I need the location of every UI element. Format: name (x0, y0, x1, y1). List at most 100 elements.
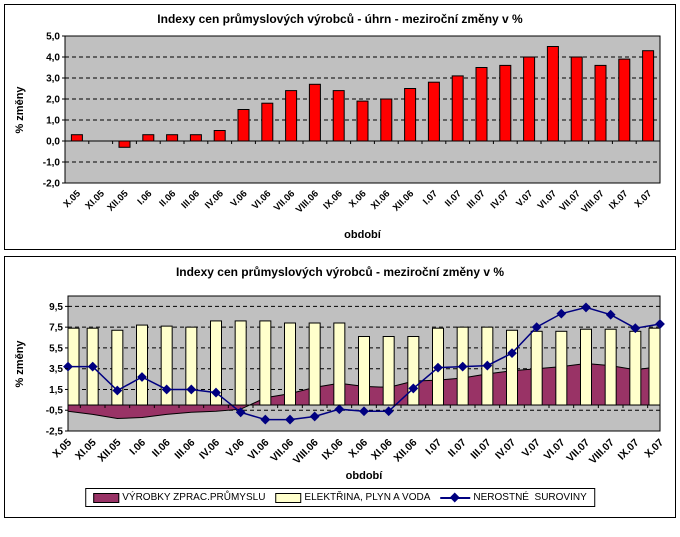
top-chart-title: Indexy cen průmyslových výrobců - úhrn -… (157, 12, 523, 26)
x-tick-label: VIII.06 (291, 437, 321, 467)
data-point-marker (161, 384, 172, 395)
data-point-marker (531, 322, 542, 333)
bar (407, 336, 420, 406)
bar (380, 98, 393, 142)
bottom-chart-title: Indexy cen průmyslových výrobců - meziro… (175, 265, 505, 279)
x-tick-label: VII.07 (557, 188, 582, 213)
y-axis: 5,0 4,0 3,0 2,0 1,0 0,0 -1,0 -2,0 (43, 32, 65, 190)
bar (166, 134, 179, 142)
legend-item-line: NEROSTNÉ SUROVINY (440, 492, 587, 503)
legend: VÝROBKY ZPRAC.PRŮMYSLU ELEKTŘINA, PLYN A… (85, 488, 595, 507)
y-tick-label: 3,5 (49, 364, 63, 375)
data-point-marker (285, 414, 295, 425)
bar (333, 322, 346, 406)
bar (70, 134, 83, 142)
bar-series-swatch (275, 492, 302, 503)
bar (555, 330, 568, 406)
bar (358, 336, 370, 406)
bar (499, 64, 512, 142)
y-tick-label: 5,0 (46, 32, 60, 43)
data-point-marker (87, 361, 98, 372)
x-tick-label: X.06 (346, 437, 370, 461)
data-point-marker (581, 302, 591, 313)
y-axis: 9,5 7,5 5,5 3,5 1,5 -0,5 -2,5 (46, 302, 68, 438)
data-point-marker (383, 406, 394, 417)
x-tick-label: XI.05 (73, 437, 99, 463)
y-tick-label: 2,0 (46, 95, 60, 106)
x-tick-label: I.06 (135, 188, 154, 207)
bar (546, 46, 559, 142)
bar (332, 90, 345, 142)
bar (234, 320, 247, 406)
y-tick-label: 3,0 (46, 74, 60, 85)
bar (642, 50, 655, 142)
data-point-marker (433, 362, 443, 373)
bar (604, 328, 617, 406)
y-tick-label: 1,5 (49, 385, 63, 396)
x-tick-label: VI.06 (250, 188, 273, 211)
x-tick-label: VI.07 (536, 188, 559, 211)
bar (629, 330, 642, 406)
bar (427, 81, 440, 142)
x-tick-label: VIII.07 (579, 188, 606, 215)
x-tick-label: VIII.07 (587, 437, 617, 467)
x-tick-label: XI.05 (83, 188, 107, 212)
data-point-marker (112, 385, 123, 396)
legend-item-bar: ELEKTŘINA, PLYN A VODA (275, 492, 430, 503)
bar (136, 324, 148, 406)
data-point-marker (309, 411, 320, 422)
x-tick-label: III.06 (172, 437, 197, 462)
bar (308, 322, 321, 406)
bar (475, 67, 488, 142)
bar (404, 88, 417, 142)
data-point-marker (630, 323, 641, 334)
data-point-marker (334, 404, 345, 415)
x-tick-label: II.06 (150, 437, 173, 460)
area-series-swatch (93, 492, 120, 503)
legend-label-bar: ELEKTŘINA, PLYN A VODA (304, 492, 431, 503)
x-tick-label: X.05 (61, 188, 83, 210)
bar (259, 320, 272, 406)
y-tick-label: 4,0 (46, 53, 60, 64)
data-point-marker (556, 308, 567, 319)
x-tick-label: V.06 (224, 437, 247, 460)
y-tick-label: -0,5 (46, 406, 64, 417)
bar (356, 100, 369, 142)
x-tick-label: VI.07 (542, 437, 568, 463)
data-point-marker (482, 360, 493, 371)
line-series (63, 302, 665, 425)
x-tick-label: XI.06 (369, 437, 395, 463)
bar (506, 329, 518, 406)
bar (451, 75, 464, 142)
bottom-chart-panel: 9,5 7,5 5,5 3,5 1,5 -0,5 -2,5 X.05 XI.05 XII.05 I.… (4, 256, 676, 518)
y-tick-label: 5,5 (49, 343, 63, 354)
bar (261, 102, 274, 142)
bar (189, 134, 202, 142)
bar (580, 328, 592, 406)
top-plot-svg: 5,04,03,02,01,00,0-1,0-2,0X.05 XI.05XII.0… (43, 32, 661, 216)
top-y-axis-title: % změny (14, 86, 26, 134)
data-point-marker (260, 414, 271, 425)
top-chart-panel: 5,0 4,0 3,0 2,0 1,0 0,0 -1,0 -2,0 X.05 XI.05 XII.0… (4, 4, 676, 250)
data-point-marker (655, 319, 665, 329)
x-tick-label: V.06 (229, 188, 250, 209)
data-point-marker (137, 372, 147, 382)
legend-label-area: VÝROBKY ZPRAC.PRŮMYSLU (122, 492, 266, 503)
data-point-marker (408, 383, 419, 394)
y-tick-label: -1,0 (43, 158, 61, 169)
x-tick-label: VIII.06 (294, 188, 321, 215)
x-tick-label: I.06 (127, 437, 148, 458)
category-ticks (64, 141, 661, 144)
x-tick-label: II.07 (446, 437, 469, 460)
x-tick-label: X.06 (347, 188, 369, 210)
y-tick-label: -2,0 (43, 179, 61, 190)
legend-label-line: NEROSTNÉ SUROVINY (473, 492, 587, 503)
bar (118, 140, 131, 148)
bottom-y-axis-title: % změny (14, 340, 26, 388)
x-tick-label: IV.07 (493, 437, 518, 462)
x-tick-label: I.07 (423, 437, 444, 458)
y-tick-label: -2,5 (46, 427, 64, 438)
x-tick-label: III.06 (179, 188, 202, 211)
x-tick-label: XI.06 (369, 188, 392, 211)
